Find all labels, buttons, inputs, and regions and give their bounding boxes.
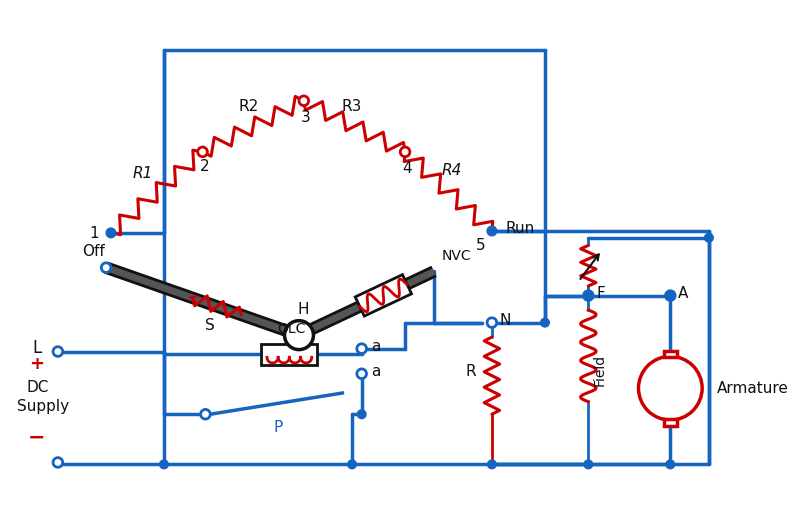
Circle shape xyxy=(293,330,304,341)
Circle shape xyxy=(400,147,410,157)
Text: Off: Off xyxy=(82,244,104,259)
Text: Run: Run xyxy=(505,221,535,236)
Circle shape xyxy=(665,291,675,300)
Text: S: S xyxy=(205,318,215,333)
Circle shape xyxy=(666,291,674,300)
Text: F: F xyxy=(596,285,605,301)
Text: R1: R1 xyxy=(132,166,153,181)
Text: a: a xyxy=(371,338,381,354)
Text: R2: R2 xyxy=(239,99,259,114)
Text: 2: 2 xyxy=(200,159,210,174)
Text: 4: 4 xyxy=(402,161,412,176)
Circle shape xyxy=(357,410,366,419)
Circle shape xyxy=(705,233,713,242)
Text: R3: R3 xyxy=(342,99,362,114)
Text: a: a xyxy=(371,364,381,379)
Circle shape xyxy=(583,291,593,300)
Circle shape xyxy=(201,409,210,419)
Text: 1: 1 xyxy=(90,226,100,241)
Bar xyxy=(261,344,317,365)
Circle shape xyxy=(487,226,497,236)
Circle shape xyxy=(53,347,63,356)
Text: DC: DC xyxy=(26,380,49,395)
Text: OLC: OLC xyxy=(277,322,305,336)
Circle shape xyxy=(666,460,674,469)
Text: N: N xyxy=(500,313,511,328)
Circle shape xyxy=(159,460,168,469)
Circle shape xyxy=(357,344,367,353)
Text: P: P xyxy=(273,420,282,435)
Text: H: H xyxy=(297,302,308,317)
Text: R: R xyxy=(465,364,476,379)
Circle shape xyxy=(357,369,367,379)
Text: 3: 3 xyxy=(301,110,311,125)
Circle shape xyxy=(347,460,356,469)
Circle shape xyxy=(101,263,111,272)
Bar xyxy=(664,419,677,426)
Text: L: L xyxy=(32,339,41,357)
Text: NVC: NVC xyxy=(442,249,471,263)
Text: A: A xyxy=(678,285,689,301)
Circle shape xyxy=(488,460,497,469)
Text: Field: Field xyxy=(593,354,607,386)
Circle shape xyxy=(299,96,308,106)
Text: +: + xyxy=(29,355,44,373)
Text: Armature: Armature xyxy=(717,381,788,396)
Text: 5: 5 xyxy=(476,238,485,253)
Circle shape xyxy=(285,321,313,350)
Text: Supply: Supply xyxy=(18,399,69,415)
Circle shape xyxy=(53,458,63,467)
Polygon shape xyxy=(355,274,411,316)
Circle shape xyxy=(540,318,549,327)
Bar xyxy=(664,351,677,357)
Circle shape xyxy=(584,460,593,469)
Circle shape xyxy=(584,291,593,300)
Circle shape xyxy=(638,356,702,420)
Circle shape xyxy=(198,147,207,157)
Circle shape xyxy=(106,228,116,238)
Circle shape xyxy=(487,318,497,328)
Text: −: − xyxy=(28,427,45,447)
Text: R4: R4 xyxy=(442,163,461,178)
